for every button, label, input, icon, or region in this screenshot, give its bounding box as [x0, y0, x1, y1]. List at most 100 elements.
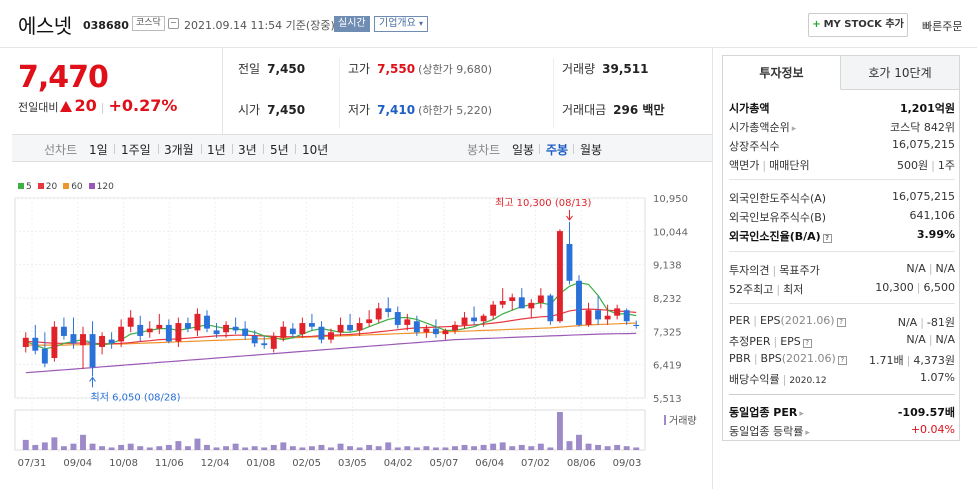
row-foreign-hold: 외국인보유주식수(B) 641,106 [729, 209, 955, 225]
candle-body [127, 317, 134, 327]
stat-prev: 전일 7,450 [238, 60, 305, 77]
per-value: N/A [897, 316, 918, 329]
candle-body [318, 326, 325, 340]
candle-body [251, 335, 258, 344]
stat-label: 고가 [348, 62, 371, 76]
volume-bar [156, 446, 163, 450]
value: 16,075,215 [892, 138, 955, 151]
divider: | [928, 262, 933, 275]
candle-body [118, 326, 125, 342]
divider [553, 58, 554, 128]
ma-legend: 5 20 60 120 [18, 182, 114, 192]
period-10y[interactable]: 10년 [302, 143, 329, 157]
realtime-button[interactable]: 실시간 [334, 16, 370, 32]
label: 추정PER | EPS? [729, 333, 812, 349]
divider: | [772, 264, 777, 277]
candle-monthly[interactable]: 월봉 [580, 143, 603, 157]
value: -109.57배 [897, 406, 955, 419]
panel-tabs: 투자정보 호가 10단계 [723, 56, 959, 90]
label: 52주최고 | 최저 [729, 281, 803, 297]
volume-bar [280, 442, 287, 450]
est-eps-value: N/A [935, 333, 955, 346]
help-icon[interactable]: ? [837, 356, 847, 365]
value: 1,201억원 [899, 102, 955, 115]
candle-body [595, 310, 602, 320]
add-mystock-button[interactable]: + MY STOCK 추가 [808, 13, 908, 37]
x-tick-label: 04/02 [384, 458, 413, 469]
candle-body [347, 324, 354, 331]
stat-value: 296 백만 [613, 103, 665, 117]
label: 시가총액순위 ▸ [729, 119, 796, 135]
help-icon[interactable]: ? [836, 318, 846, 327]
divider [729, 251, 955, 252]
period-3y[interactable]: 3년 [238, 143, 257, 157]
volume-bar [432, 447, 439, 450]
divider: | [753, 352, 758, 365]
stat-value: 39,511 [602, 62, 649, 76]
company-info-dropdown[interactable]: 기업개요 ▾ [374, 16, 429, 32]
candle-body [32, 337, 39, 351]
period-3m[interactable]: 3개월 [164, 143, 194, 157]
row-52week: 52주최고 | 최저 10,300 | 6,500 [729, 281, 955, 297]
candle-daily[interactable]: 일봉 [512, 143, 535, 157]
current-price-box: 7,470 전일대비 20 | +0.27% [12, 58, 222, 134]
quick-order-link[interactable]: 빠른주문 [922, 20, 963, 33]
stat-label: 거래대금 [562, 103, 607, 117]
stat-value: 7,550 [377, 62, 416, 76]
volume-bar [547, 447, 554, 450]
period-1d[interactable]: 1일 [89, 143, 108, 157]
label-text: 52주최고 [729, 283, 774, 296]
add-mystock-label: MY STOCK 추가 [823, 19, 904, 30]
x-tick-label: 03/05 [338, 458, 367, 469]
period-1y[interactable]: 1년 [207, 143, 226, 157]
tab-orderbook[interactable]: 호가 10단계 [841, 56, 959, 90]
x-tick-label: 11/06 [155, 458, 184, 469]
volume-bar [623, 446, 630, 450]
eps-value: -81원 [926, 316, 955, 329]
candle-body [366, 319, 373, 324]
divider: | [920, 316, 924, 329]
label-text: 동일업종 등락률 [729, 425, 804, 438]
volume-bar [60, 446, 67, 450]
chevron-right-icon: ▸ [799, 409, 804, 419]
row-sector-per[interactable]: 동일업종 PER ▸ -109.57배 [729, 404, 955, 420]
volume-bar [499, 442, 506, 450]
volume-bar [595, 444, 602, 450]
candle-body [614, 308, 621, 316]
divider: | [928, 333, 933, 346]
divider [201, 144, 202, 154]
row-sector-rate[interactable]: 동일업종 등락률 ▸ +0.04% [729, 423, 955, 439]
candle-body [184, 323, 191, 329]
candle-body [633, 324, 640, 327]
stock-header: 에스넷 038680 코스닥 2021.09.14 11:54 기준(장중) 실… [0, 0, 977, 48]
candle-body [51, 326, 58, 359]
candle-weekly[interactable]: 주봉 [546, 143, 569, 157]
period-5y[interactable]: 5년 [270, 143, 289, 157]
divider [339, 58, 340, 128]
volume-bar [375, 446, 382, 450]
candle-body [490, 304, 497, 316]
label: 외국인한도주식수(A) [729, 192, 827, 205]
stock-code: 038680 [83, 19, 129, 32]
volume-bar [537, 443, 544, 450]
volume-bar [32, 444, 39, 450]
volume-bar [308, 446, 315, 450]
label-text: 동일업종 PER [729, 406, 798, 419]
upper-limit: (상한가 9,680) [418, 63, 492, 76]
stock-chart[interactable]: 10,950 10,044 9,138 8,232 7,325 6,419 5,513 07/… [12, 170, 712, 470]
period-1w[interactable]: 1주일 [121, 143, 151, 157]
help-icon[interactable]: ? [802, 339, 812, 348]
low-value: 6,500 [923, 281, 956, 294]
help-icon[interactable]: ? [822, 234, 832, 243]
label-text: 외국인소진율(B/A) [729, 230, 821, 243]
divider [263, 144, 264, 154]
candle-body [461, 317, 468, 325]
divider: | [916, 281, 921, 294]
tab-invest-info[interactable]: 투자정보 [723, 56, 841, 90]
row-opinion: 투자의견 | 목표주가 N/A | N/A [729, 262, 955, 278]
volume-bar [471, 446, 478, 450]
row-market-cap-rank[interactable]: 시가총액순위 ▸ 코스닥 842위 [729, 119, 955, 135]
divider [295, 144, 296, 154]
divider [729, 394, 955, 395]
legend-label: 5 [26, 182, 32, 192]
